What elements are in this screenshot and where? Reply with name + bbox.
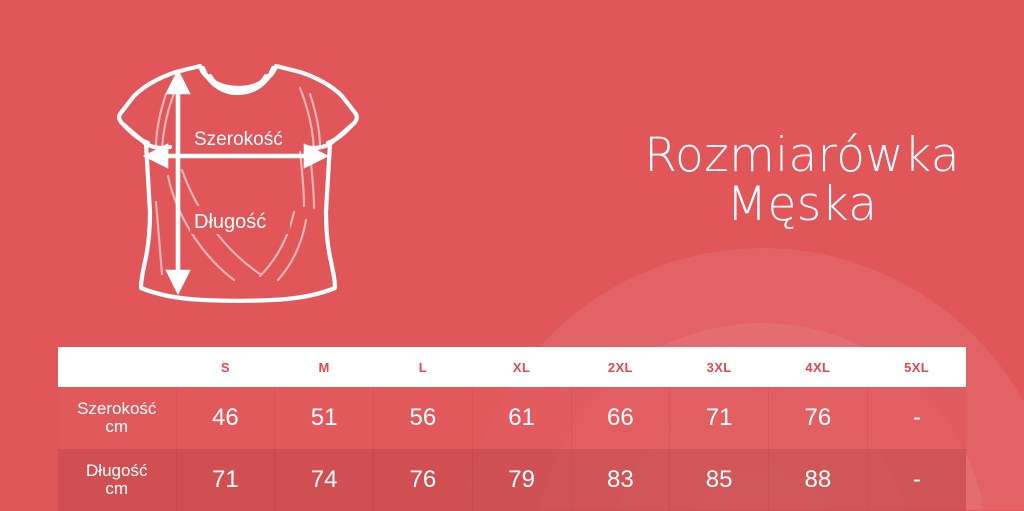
row-label-length-text: Długość xyxy=(86,460,148,480)
row-label-width-text: Szerokość xyxy=(77,398,157,418)
cell-length-5xl: - xyxy=(866,449,966,511)
cell-length-m: 74 xyxy=(274,449,374,511)
table-row: Długość cm 71 74 76 79 83 85 88 - xyxy=(58,449,966,511)
header-size-xl: XL xyxy=(472,347,571,387)
size-chart: S M L XL 2XL 3XL 4XL 5XL Szerokość cm 46… xyxy=(58,347,966,511)
size-table: S M L XL 2XL 3XL 4XL 5XL Szerokość cm 46… xyxy=(58,347,966,511)
row-label-length: Długość cm xyxy=(58,449,176,511)
table-row: Szerokość cm 46 51 56 61 66 71 76 - xyxy=(58,387,966,449)
header-size-5xl: 5XL xyxy=(867,347,966,387)
cell-length-4xl: 88 xyxy=(768,449,868,511)
cell-width-4xl: 76 xyxy=(768,387,868,449)
page-title: Rozmiarówka Męska xyxy=(600,128,1004,232)
size-table-body: Szerokość cm 46 51 56 61 66 71 76 - Dług… xyxy=(58,387,966,511)
cell-length-2xl: 83 xyxy=(570,449,670,511)
cell-length-s: 71 xyxy=(175,449,275,511)
header-size-l: L xyxy=(373,347,473,387)
cell-width-m: 51 xyxy=(274,387,374,449)
cell-width-s: 46 xyxy=(175,387,275,449)
header-row: S M L XL 2XL 3XL 4XL 5XL xyxy=(58,347,966,387)
page-title-line-2: Męska xyxy=(726,176,878,232)
header-size-m: M xyxy=(274,347,374,387)
header-corner-cell xyxy=(58,347,176,387)
shirt-length-label: Długość xyxy=(194,211,266,233)
header-size-4xl: 4XL xyxy=(768,347,868,387)
tshirt-diagram: Szerokość Długość xyxy=(117,63,359,303)
row-label-length-unit: cm xyxy=(105,479,129,498)
cell-length-xl: 79 xyxy=(471,449,571,511)
page-title-line-1: Rozmiarówka xyxy=(644,128,960,183)
header-size-s: S xyxy=(176,347,275,387)
cell-width-3xl: 71 xyxy=(669,387,769,449)
header-size-3xl: 3XL xyxy=(669,347,769,387)
row-label-width: Szerokość cm xyxy=(58,387,176,449)
row-label-width-unit: cm xyxy=(105,417,129,436)
cell-width-2xl: 66 xyxy=(570,387,670,449)
cell-width-5xl: - xyxy=(866,387,966,449)
size-table-header: S M L XL 2XL 3XL 4XL 5XL xyxy=(58,347,966,387)
shirt-width-label: Szerokość xyxy=(194,129,283,150)
cell-width-xl: 61 xyxy=(471,387,571,449)
cell-length-l: 76 xyxy=(373,449,473,511)
cell-width-l: 56 xyxy=(373,387,473,449)
header-size-2xl: 2XL xyxy=(571,347,670,387)
cell-length-3xl: 85 xyxy=(669,449,769,511)
